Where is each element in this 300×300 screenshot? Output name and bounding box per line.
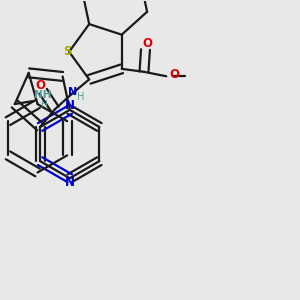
Text: H: H [40,100,47,109]
Text: N: N [65,176,75,189]
Text: N: N [65,99,75,112]
Text: H: H [76,92,84,102]
Text: NH: NH [34,90,52,100]
Text: O: O [170,68,180,81]
Text: O: O [142,37,152,50]
Text: N: N [68,87,77,97]
Text: S: S [63,45,72,58]
Text: O: O [35,80,45,92]
